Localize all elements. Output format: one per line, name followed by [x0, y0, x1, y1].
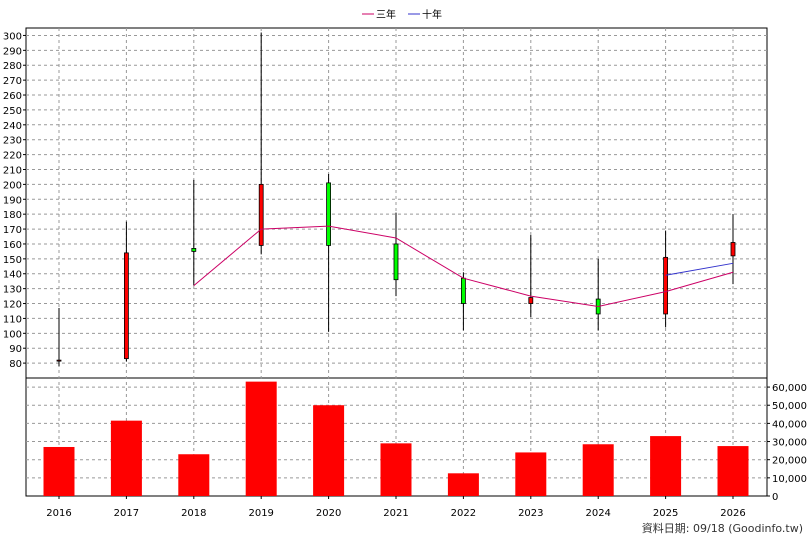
volume-bar	[245, 381, 277, 496]
year-tick-label: 2017	[114, 508, 139, 519]
candle-body	[460, 277, 466, 304]
price-tick-label: 300	[3, 31, 22, 42]
year-tick-label: 2025	[653, 508, 678, 519]
price-tick-label: 130	[3, 285, 22, 296]
candle-body	[326, 182, 332, 246]
price-tick-label: 210	[3, 165, 22, 176]
year-tick-label: 2022	[451, 508, 476, 519]
price-tick-label: 100	[3, 329, 22, 340]
price-tick-label: 140	[3, 270, 22, 281]
candle-body	[663, 256, 668, 315]
volume-tick-label: 40,000	[772, 419, 807, 430]
price-tick-label: 250	[3, 106, 22, 117]
price-tick-label: 190	[3, 195, 22, 206]
volume-bar	[515, 452, 547, 496]
line-10yr	[665, 262, 734, 276]
price-tick-label: 230	[3, 136, 22, 147]
year-tick-label: 2019	[248, 508, 273, 519]
price-tick-label: 120	[3, 300, 22, 311]
legend: 三年 十年	[362, 8, 442, 21]
price-tick-label: 170	[3, 225, 22, 236]
year-tick-label: 2026	[720, 508, 745, 519]
volume-tick-label: 20,000	[772, 456, 807, 467]
year-tick-label: 2021	[383, 508, 408, 519]
price-tick-label: 200	[3, 180, 22, 191]
candle-body	[124, 252, 129, 360]
year-tick-label: 2023	[518, 508, 543, 519]
year-tick-label: 2024	[585, 508, 610, 519]
year-tick-label: 2020	[316, 508, 341, 519]
price-tick-label: 290	[3, 46, 22, 57]
candle-body	[56, 359, 62, 362]
volume-bar	[43, 446, 75, 496]
volume-axis: 0 10,000 20,000 30,000 40,000 50,000 60,000	[767, 383, 807, 503]
price-tick-label: 80	[9, 359, 22, 370]
price-tick-label: 180	[3, 210, 22, 221]
volume-bar	[313, 405, 345, 496]
candle-body	[393, 243, 399, 281]
volume-tick-label: 10,000	[772, 474, 807, 485]
legend-label-3yr: 三年	[376, 8, 396, 21]
volume-bar	[717, 446, 749, 496]
data-date-footer: 資料日期: 09/18 (Goodinfo.tw)	[642, 521, 803, 535]
price-tick-label: 280	[3, 61, 22, 72]
volume-tick-label: 30,000	[772, 438, 807, 449]
moving-average-lines	[193, 225, 734, 308]
price-tick-label: 160	[3, 240, 22, 251]
volume-bar	[650, 436, 682, 496]
year-tick-label: 2018	[181, 508, 206, 519]
volume-tick-label: 0	[772, 492, 778, 503]
price-tick-label: 240	[3, 121, 22, 132]
price-tick-label: 150	[3, 255, 22, 266]
legend-label-10yr: 十年	[422, 8, 442, 21]
volume-bars	[43, 381, 749, 496]
year-tick-label: 2016	[46, 508, 71, 519]
price-tick-label: 110	[3, 314, 22, 325]
volume-tick-label: 60,000	[772, 383, 807, 394]
volume-bar	[178, 454, 210, 496]
volume-bar	[582, 444, 614, 496]
candle-body	[528, 297, 534, 304]
price-tick-label: 220	[3, 151, 22, 162]
candle-body	[730, 242, 736, 257]
line-3yr	[193, 225, 734, 308]
volume-bar	[110, 420, 142, 496]
price-tick-label: 90	[9, 344, 22, 355]
year-axis: 2016 2017 2018 2019 2020 2021 2022 2023 2024 2025…	[46, 496, 746, 519]
volume-bar	[447, 473, 479, 496]
volume-tick-label: 50,000	[772, 401, 807, 412]
candle-body	[191, 248, 197, 252]
candle-body	[258, 183, 264, 246]
price-tick-label: 260	[3, 91, 22, 102]
volume-bar	[380, 443, 412, 496]
price-tick-label: 270	[3, 76, 22, 87]
price-axis: 80 90 100 110 120 130 140 150 160 170 180 190 200 210…	[3, 31, 26, 370]
